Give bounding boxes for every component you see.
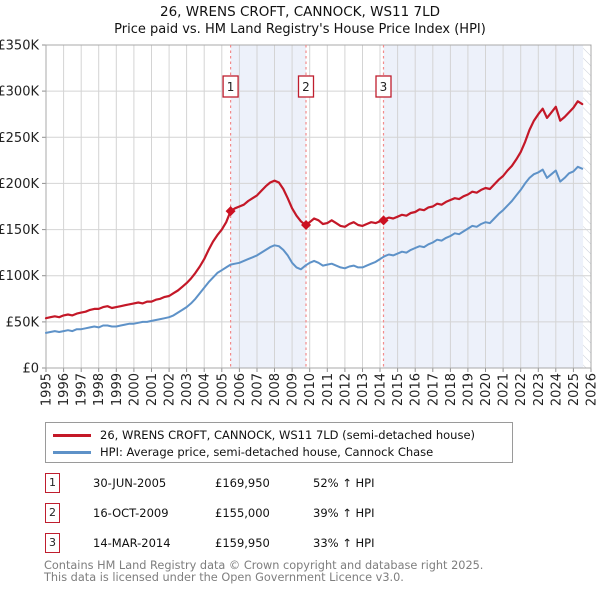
svg-text:1997: 1997: [75, 373, 90, 406]
svg-text:£250K: £250K: [0, 131, 39, 146]
svg-text:1996: 1996: [57, 373, 72, 406]
svg-text:2018: 2018: [444, 373, 459, 406]
svg-text:2009: 2009: [286, 373, 301, 406]
page-subtitle: Price paid vs. HM Land Registry's House …: [114, 22, 486, 37]
svg-text:2014: 2014: [374, 373, 389, 406]
svg-text:2021: 2021: [497, 373, 512, 406]
svg-text:2023: 2023: [532, 373, 547, 406]
svg-text:2005: 2005: [215, 373, 230, 406]
footer-line-2: This data is licensed under the Open Gov…: [44, 570, 404, 584]
svg-text:2004: 2004: [198, 373, 213, 406]
svg-text:£350K: £350K: [0, 39, 39, 54]
svg-text:3: 3: [380, 80, 388, 94]
sale-number-badge: 3: [45, 533, 60, 553]
svg-text:2013: 2013: [356, 373, 371, 406]
svg-text:1995: 1995: [40, 373, 55, 406]
svg-text:£100K: £100K: [0, 269, 39, 284]
sale-date: 14-MAR-2014: [93, 536, 171, 550]
sale-row-1: 1 30-JUN-2005 £169,950 52% ↑ HPI: [45, 473, 565, 493]
license-footer: Contains HM Land Registry data © Crown c…: [44, 560, 483, 583]
price-history-chart: 1995 1996 1997 1998 1999 2000 2001 2002 2003 2004…: [0, 39, 600, 407]
footer-line-1: Contains HM Land Registry data © Crown c…: [44, 559, 484, 572]
legend-swatch-hpi-line: [53, 450, 91, 454]
svg-text:2015: 2015: [391, 373, 406, 406]
sale-hpi-delta: 52% ↑ HPI: [313, 476, 375, 490]
legend-label-hpi: HPI: Average price, semi-detached house,…: [100, 445, 434, 459]
svg-text:£150K: £150K: [0, 223, 39, 238]
svg-text:2026: 2026: [585, 373, 600, 406]
svg-text:2025: 2025: [567, 373, 582, 406]
svg-text:2024: 2024: [549, 373, 564, 406]
svg-text:£300K: £300K: [0, 85, 39, 100]
svg-text:£200K: £200K: [0, 177, 39, 192]
sale-date: 30-JUN-2005: [93, 476, 167, 490]
svg-text:2003: 2003: [180, 373, 195, 406]
legend-item-hpi: HPI: Average price, semi-detached house,…: [46, 445, 433, 459]
svg-text:1998: 1998: [92, 373, 107, 406]
page-title: 26, WRENS CROFT, CANNOCK, WS11 7LD: [159, 4, 440, 20]
svg-text:2020: 2020: [479, 373, 494, 406]
svg-text:1: 1: [227, 80, 235, 94]
sale-hpi-delta: 39% ↑ HPI: [313, 506, 375, 520]
svg-text:1999: 1999: [110, 373, 125, 406]
sale-price: £169,950: [215, 476, 270, 490]
sale-row-3: 3 14-MAR-2014 £159,950 33% ↑ HPI: [45, 533, 565, 553]
sale-number-badge: 1: [45, 473, 60, 493]
svg-text:2001: 2001: [145, 373, 160, 406]
svg-text:2007: 2007: [250, 373, 265, 406]
legend-swatch-property-line: [53, 433, 91, 437]
svg-text:2010: 2010: [303, 373, 318, 406]
svg-text:2006: 2006: [233, 373, 248, 406]
svg-text:£0: £0: [22, 362, 39, 377]
sale-row-2: 2 16-OCT-2009 £155,000 39% ↑ HPI: [45, 503, 565, 523]
svg-text:2022: 2022: [514, 373, 529, 406]
sale-price: £159,950: [215, 536, 270, 550]
svg-text:2008: 2008: [268, 373, 283, 406]
svg-text:2016: 2016: [409, 373, 424, 406]
sale-price: £155,000: [215, 506, 270, 520]
svg-text:£50K: £50K: [6, 315, 40, 330]
svg-text:2017: 2017: [426, 373, 441, 406]
svg-text:2019: 2019: [461, 373, 476, 406]
sale-number-badge: 2: [45, 503, 60, 523]
svg-text:2000: 2000: [127, 373, 142, 406]
svg-text:2002: 2002: [163, 373, 178, 406]
chart-legend: 26, WRENS CROFT, CANNOCK, WS11 7LD (semi…: [45, 422, 513, 463]
sale-hpi-delta: 33% ↑ HPI: [313, 536, 375, 550]
svg-text:2012: 2012: [338, 373, 353, 406]
svg-text:2011: 2011: [321, 373, 336, 406]
sale-date: 16-OCT-2009: [93, 506, 169, 520]
legend-label-property: 26, WRENS CROFT, CANNOCK, WS11 7LD (semi…: [100, 428, 476, 442]
svg-text:2: 2: [302, 80, 310, 94]
legend-item-property: 26, WRENS CROFT, CANNOCK, WS11 7LD (semi…: [46, 428, 475, 442]
